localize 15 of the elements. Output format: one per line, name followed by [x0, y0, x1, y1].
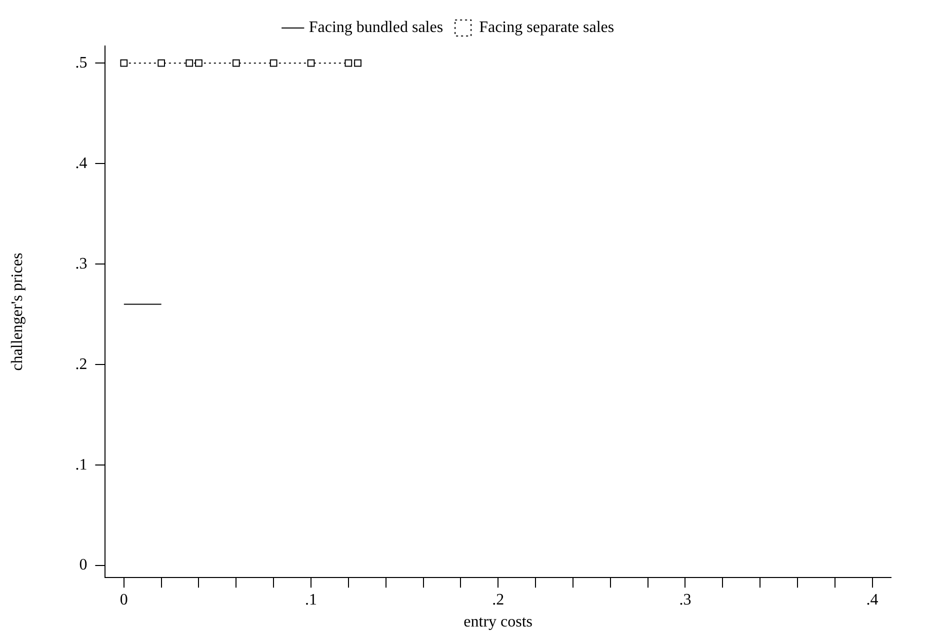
y-tick-label: .5	[75, 54, 88, 72]
y-tick-label: .3	[75, 255, 88, 272]
x-tick-label: .1	[305, 591, 318, 608]
legend-label: Facing bundled sales	[308, 19, 444, 36]
y-tick-label: .2	[75, 356, 88, 373]
x-tick-label: .3	[679, 591, 692, 608]
legend-label: Facing separate sales	[479, 19, 614, 36]
y-tick-label: .1	[75, 456, 88, 474]
x-axis-title: entry costs	[464, 614, 533, 631]
x-tick-label: .2	[492, 591, 504, 608]
x-tick-label: 0	[120, 591, 128, 608]
x-tick-label: .4	[866, 591, 878, 608]
y-tick-label: .4	[75, 154, 88, 172]
y-tick-label: 0	[79, 556, 88, 574]
y-axis-title: challenger's prices	[8, 252, 26, 371]
